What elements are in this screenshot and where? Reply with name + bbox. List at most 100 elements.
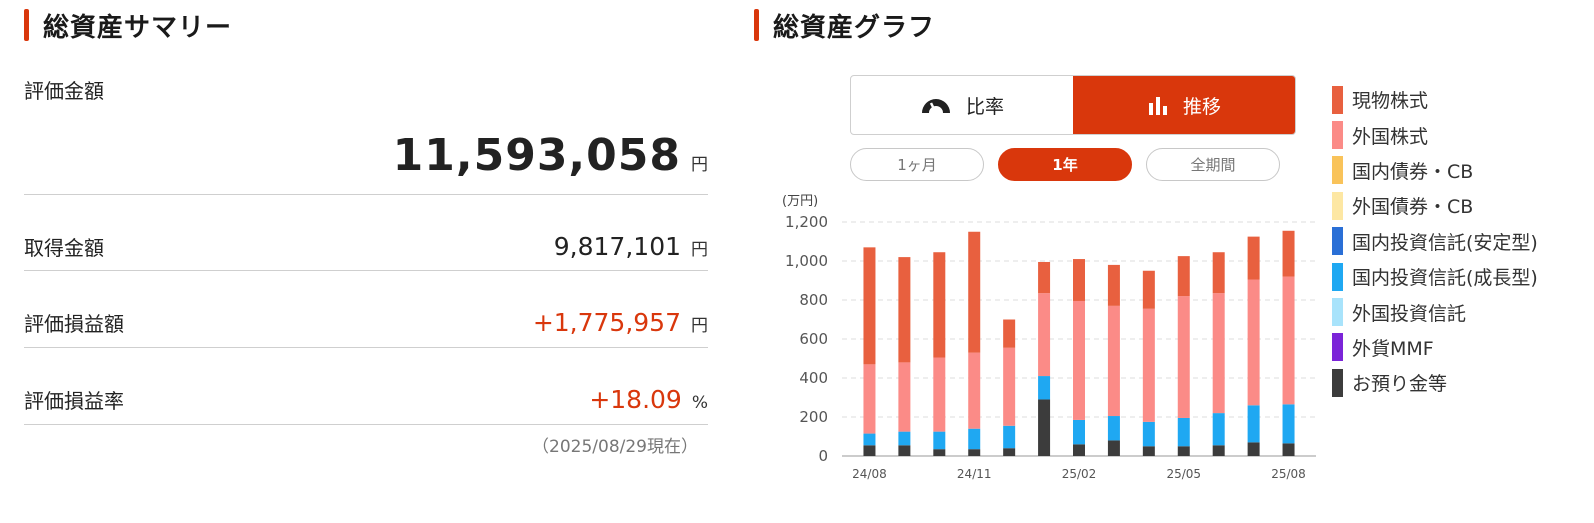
bar-segment [1107,305,1120,417]
cost-unit: 円 [691,240,708,260]
period-1month-button[interactable]: 1ヶ月 [850,148,984,181]
bar-segment [1282,443,1295,456]
legend-swatch [1332,85,1343,114]
gain-rate-unit: % [691,393,708,413]
legend-item: 国内投資信託(成長型) [1332,259,1538,294]
bar-segment [933,449,946,456]
legend-label: 国内債券・CB [1352,160,1474,183]
legend-item: 外国投資信託 [1332,294,1538,329]
legend-label: お預り金等 [1352,373,1448,396]
bar-segment [1282,404,1295,444]
bar-segment [898,257,911,363]
gain-rate-value-row: +18.09 % [589,385,708,414]
divider [24,194,708,195]
bar-segment [1142,308,1155,422]
graph-section-title: 総資産グラフ [754,8,936,43]
bar-segment [1038,376,1051,400]
bar-segment [1073,259,1085,301]
bar-segment [1247,442,1260,456]
asset-trend-chart: (万円) 1,200 1,000 800 600 400 200 0 24/08 24/11 25/… [782,194,1316,481]
gain-rate-value: +18.09 [589,385,682,414]
view-toggle: 比率 推移 [850,75,1296,135]
bar-segment [1177,417,1190,447]
bar-segment [1212,413,1225,446]
bar-segment [1038,399,1051,456]
legend-item: お預り金等 [1332,365,1538,400]
legend-label: 現物株式 [1352,90,1429,113]
x-tick-label: 25/02 [1062,467,1097,481]
bar-segment [1073,419,1085,445]
y-tick-label: 600 [799,330,828,348]
summary-title: 総資産サマリー [43,12,233,43]
x-tick-label: 25/05 [1166,467,1201,481]
bar-segment [1247,236,1260,280]
x-tick-label: 25/08 [1271,467,1306,481]
bar-chart-icon [1147,95,1169,115]
legend-item: 外国債券・CB [1332,188,1538,223]
bar-segment [1003,347,1016,426]
y-tick-label: 400 [799,369,828,387]
divider [24,347,708,348]
gain-value-row: +1,775,957 円 [533,308,708,337]
legend-swatch [1332,368,1343,397]
chart-legend: 現物株式 外国株式 国内債券・CB 外国債券・CB 国内投資信託(安定型) 国内… [1332,82,1538,401]
valuation-label: 評価金額 [24,79,104,103]
bar-segment [1282,276,1295,405]
legend-item: 現物株式 [1332,82,1538,117]
bar-segment [1142,446,1155,456]
bar-segment [1003,448,1016,456]
bar-segment [933,357,946,432]
legend-swatch [1332,262,1343,291]
bar-segment [898,431,911,446]
period-1year-button[interactable]: 1年 [998,148,1132,181]
valuation-value-row: 11,593,058 円 [393,130,708,181]
bar-segment [1142,270,1155,309]
bar-segment [1038,261,1051,294]
title-accent-bar [754,9,759,41]
bar-segment [1212,252,1225,294]
valuation-value: 11,593,058 [392,130,681,181]
legend-label: 外国債券・CB [1352,196,1474,219]
y-tick-label: 200 [799,408,828,426]
legend-swatch [1332,156,1343,185]
y-axis-unit-label: (万円) [782,194,818,209]
bar-segment [968,352,981,429]
y-tick-label: 1,200 [785,213,828,231]
graph-title: 総資産グラフ [773,12,936,43]
cost-label: 取得金額 [24,236,104,260]
summary-section-title: 総資産サマリー [24,8,233,43]
bar-segment [1107,440,1120,456]
cost-value: 9,817,101 [553,232,681,261]
bar-segment [863,445,876,456]
x-tick-label: 24/11 [957,467,992,481]
gain-rate-label: 評価損益率 [24,389,124,413]
bar-segment [1247,405,1260,443]
y-tick-label: 1,000 [785,252,828,270]
bar-segment [1073,444,1085,456]
bar-segment [1038,293,1051,377]
bar-segment [1177,256,1190,297]
bar-segment [1107,264,1120,306]
x-tick-label: 24/08 [852,467,887,481]
legend-label: 外国投資信託 [1352,302,1467,325]
legend-item: 外国株式 [1332,117,1538,152]
bar-segment [1003,319,1016,348]
y-tick-label: 0 [818,447,828,465]
cost-value-row: 9,817,101 円 [554,232,708,261]
bar-segment [1212,293,1225,414]
trend-toggle-label: 推移 [1182,95,1221,118]
bar-segment [1003,425,1016,449]
bar-segment [1177,296,1190,418]
legend-label: 国内投資信託(成長型) [1352,267,1538,290]
legend-swatch [1332,298,1343,327]
gain-label: 評価損益額 [24,312,124,336]
trend-toggle-button[interactable]: 推移 [1073,76,1295,134]
period-all-button[interactable]: 全期間 [1146,148,1280,181]
bar-segment [863,433,876,446]
as-of-date: （2025/08/29現在） [532,437,698,457]
bar-segment [1177,446,1190,456]
ratio-toggle-button[interactable]: 比率 [851,76,1073,134]
valuation-unit: 円 [691,155,708,175]
bar-segment [863,364,876,434]
legend-swatch [1332,191,1343,220]
